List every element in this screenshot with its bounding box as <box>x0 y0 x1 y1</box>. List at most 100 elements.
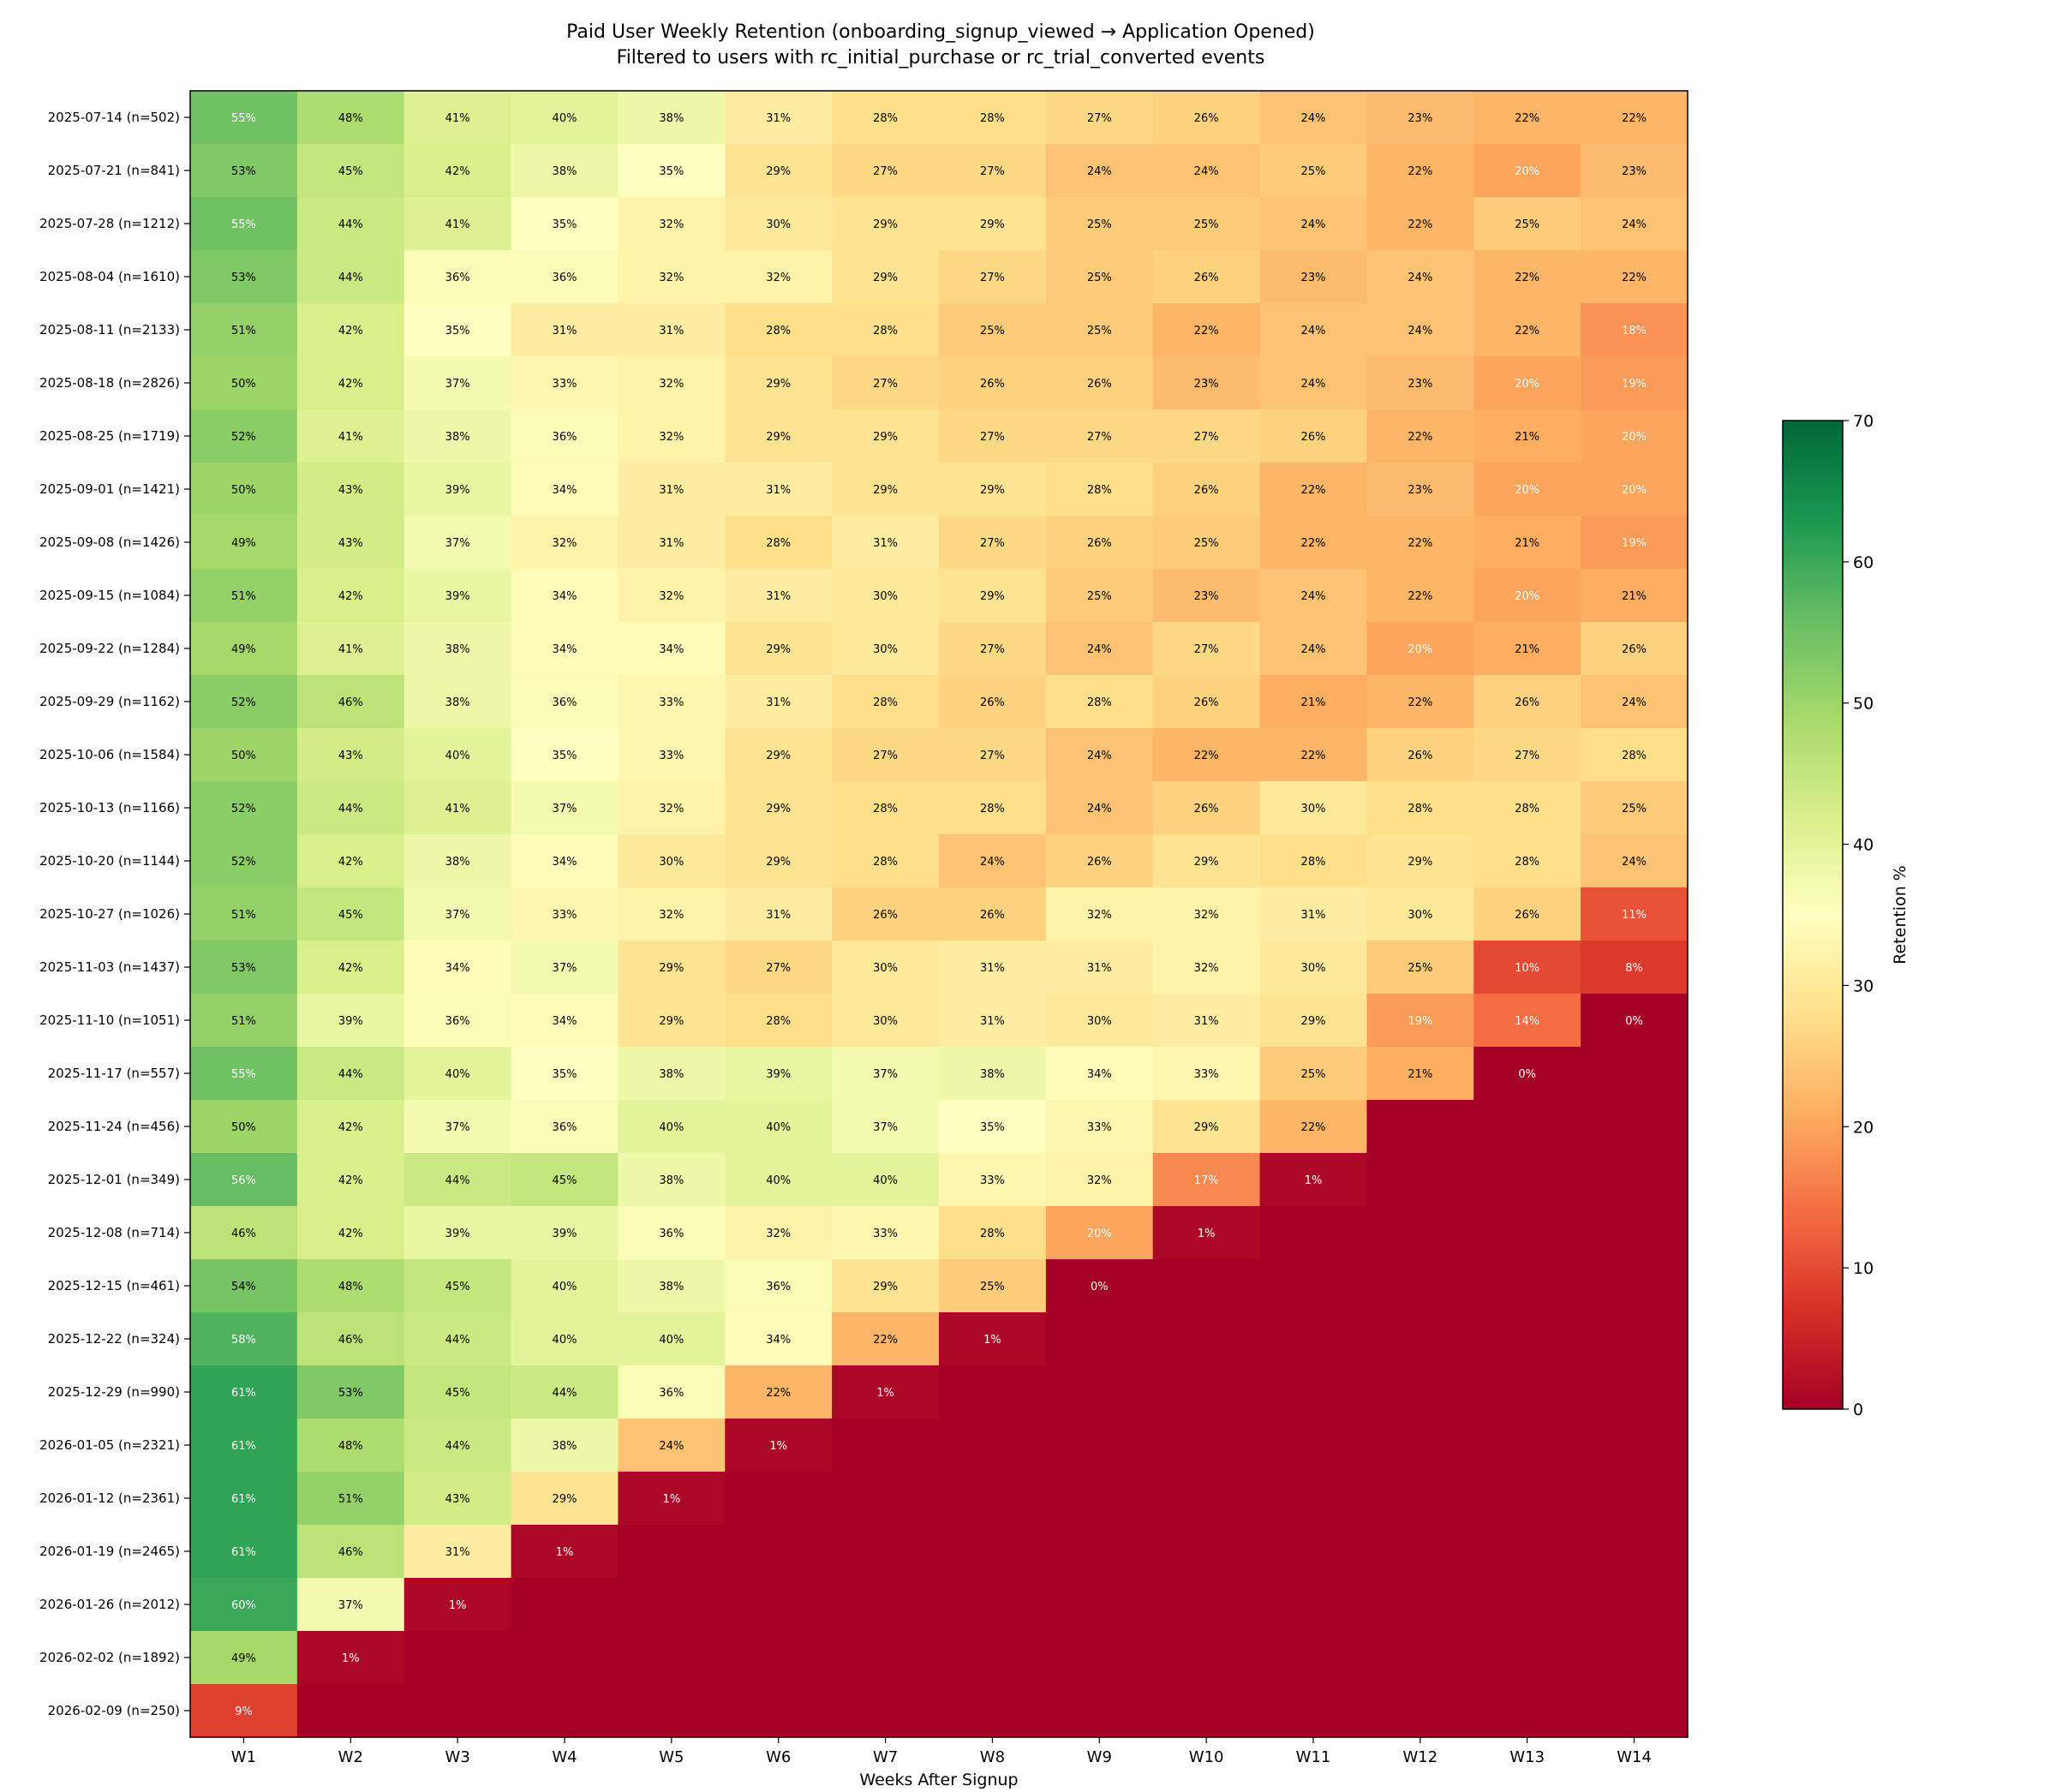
heatmap-cell <box>1473 463 1581 517</box>
heatmap-cell <box>403 303 512 357</box>
heatmap-cell <box>832 834 940 888</box>
heatmap-cell <box>725 1153 833 1207</box>
cell-value-label: 24% <box>1194 165 1219 178</box>
heatmap-cell <box>511 1631 619 1685</box>
heatmap-cell <box>1152 356 1261 410</box>
heatmap-cell <box>1152 197 1261 251</box>
cell-value-label: 30% <box>873 962 898 975</box>
cell-value-label: 39% <box>445 590 470 603</box>
cell-value-label: 19% <box>1408 1015 1432 1028</box>
cell-value-label: 44% <box>553 1387 577 1400</box>
heatmap-cell <box>618 356 726 410</box>
cell-value-label: 29% <box>873 218 898 231</box>
cell-value-label: 42% <box>338 1174 363 1187</box>
heatmap-cell <box>1581 463 1688 517</box>
cell-value-label: 37% <box>873 1068 898 1081</box>
heatmap-cell <box>725 675 833 729</box>
heatmap-cell <box>1473 887 1581 941</box>
heatmap-cell <box>403 1312 512 1366</box>
cell-value-label: 42% <box>445 165 470 178</box>
cell-value-label: 61% <box>231 1546 256 1559</box>
cell-value-label: 23% <box>1194 590 1219 603</box>
y-tick-label: 2025-11-10 (n=1051) <box>39 1012 180 1028</box>
cell-value-label: 35% <box>980 1121 1005 1134</box>
heatmap-cell <box>1473 197 1581 251</box>
heatmap-cell <box>1366 1259 1474 1313</box>
heatmap-cell <box>1045 887 1154 941</box>
heatmap-cell <box>1366 569 1474 623</box>
heatmap-cell <box>618 303 726 357</box>
heatmap-cell <box>190 941 298 995</box>
heatmap-cell <box>511 1206 619 1260</box>
heatmap-cell <box>1473 1100 1581 1154</box>
cell-value-label: 28% <box>1622 750 1647 762</box>
heatmap-cell <box>403 1578 512 1632</box>
heatmap-cell <box>939 1259 1047 1313</box>
heatmap-cell <box>1366 1153 1474 1207</box>
x-tick-label: W4 <box>552 1748 577 1766</box>
y-tick-label: 2025-10-27 (n=1026) <box>39 906 180 922</box>
heatmap-cell <box>1366 1312 1474 1366</box>
heatmap-cell <box>296 409 405 463</box>
heatmap-cell <box>403 622 512 676</box>
heatmap-cell <box>403 356 512 410</box>
cell-value-label: 25% <box>1087 325 1112 337</box>
heatmap-cell <box>511 834 619 888</box>
heatmap-cell <box>511 887 619 941</box>
cell-value-label: 31% <box>766 590 791 603</box>
y-tick-label: 2025-12-29 (n=990) <box>48 1384 180 1400</box>
cell-value-label: 29% <box>766 378 791 391</box>
cell-value-label: 51% <box>231 590 256 603</box>
cell-value-label: 26% <box>1515 909 1539 922</box>
cell-value-label: 22% <box>1408 696 1432 709</box>
cell-value-label: 24% <box>1087 165 1112 178</box>
cell-value-label: 19% <box>1622 378 1647 391</box>
cell-value-label: 29% <box>766 803 791 815</box>
cell-value-label: 40% <box>445 750 470 762</box>
heatmap-cell <box>725 941 833 995</box>
heatmap-cell <box>939 622 1047 676</box>
cell-value-label: 37% <box>445 909 470 922</box>
heatmap-cell <box>511 303 619 357</box>
cell-value-label: 24% <box>1408 325 1432 337</box>
cell-value-label: 1% <box>556 1546 574 1559</box>
cell-value-label: 10% <box>1515 962 1539 975</box>
heatmap-cell <box>1366 834 1474 888</box>
heatmap-cell <box>1152 1419 1261 1472</box>
heatmap-cell <box>296 91 405 145</box>
heatmap-cell <box>832 1153 940 1207</box>
cell-value-label: 1% <box>1198 1228 1216 1240</box>
cell-value-label: 50% <box>231 484 256 497</box>
heatmap-cell <box>1045 569 1154 623</box>
heatmap-cell <box>939 1578 1047 1632</box>
heatmap-cell <box>190 409 298 463</box>
cell-value-label: 30% <box>659 856 684 869</box>
cell-value-label: 49% <box>231 643 256 656</box>
heatmap-cell <box>403 409 512 463</box>
heatmap-cell <box>939 463 1047 517</box>
heatmap-cell <box>1152 1525 1261 1579</box>
heatmap-cell <box>403 1153 512 1207</box>
cell-value-label: 39% <box>445 1228 470 1240</box>
heatmap-cell <box>618 463 726 517</box>
cell-value-label: 51% <box>338 1493 363 1506</box>
heatmap-cell <box>1259 887 1368 941</box>
cell-value-label: 36% <box>553 1121 577 1134</box>
heatmap-cell <box>1473 91 1581 145</box>
heatmap-cell <box>511 1684 619 1738</box>
heatmap-cell <box>190 1631 298 1685</box>
cell-value-label: 30% <box>1408 909 1432 922</box>
y-tick-label: 2025-11-17 (n=557) <box>48 1066 180 1081</box>
heatmap-cell <box>1473 1631 1581 1685</box>
cell-value-label: 31% <box>766 112 791 125</box>
heatmap-cell <box>190 675 298 729</box>
heatmap-cell <box>1366 1525 1474 1579</box>
heatmap-cell <box>1045 781 1154 835</box>
heatmap-cell <box>1366 356 1474 410</box>
heatmap-cell <box>1581 887 1688 941</box>
cell-value-label: 29% <box>766 165 791 178</box>
heatmap-cell <box>1045 1525 1154 1579</box>
heatmap-cell <box>1366 887 1474 941</box>
cell-value-label: 24% <box>1408 272 1432 284</box>
heatmap-cell <box>1473 1206 1581 1260</box>
